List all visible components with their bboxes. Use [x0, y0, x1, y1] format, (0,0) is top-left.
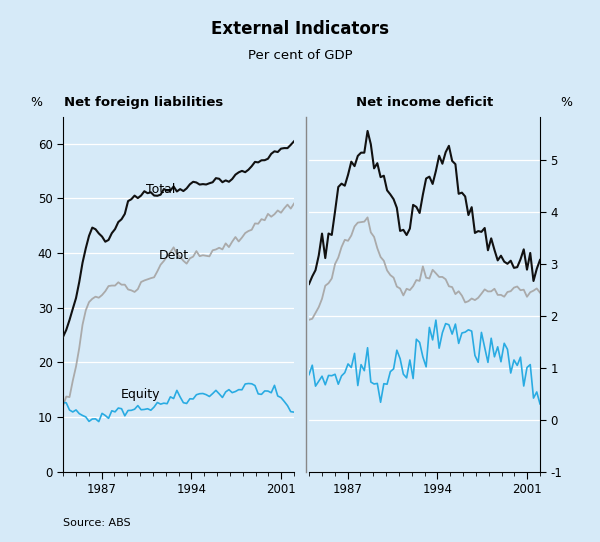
Text: %: % [31, 96, 43, 109]
Text: External Indicators: External Indicators [211, 20, 389, 38]
Text: Net foreign liabilities: Net foreign liabilities [64, 96, 223, 109]
Text: Total: Total [146, 183, 176, 196]
Text: %: % [560, 96, 572, 109]
Text: Per cent of GDP: Per cent of GDP [248, 49, 352, 62]
Text: Source: ABS: Source: ABS [63, 519, 131, 528]
Text: Debt: Debt [159, 249, 190, 262]
Text: Equity: Equity [121, 388, 160, 401]
Text: Net income deficit: Net income deficit [356, 96, 493, 109]
